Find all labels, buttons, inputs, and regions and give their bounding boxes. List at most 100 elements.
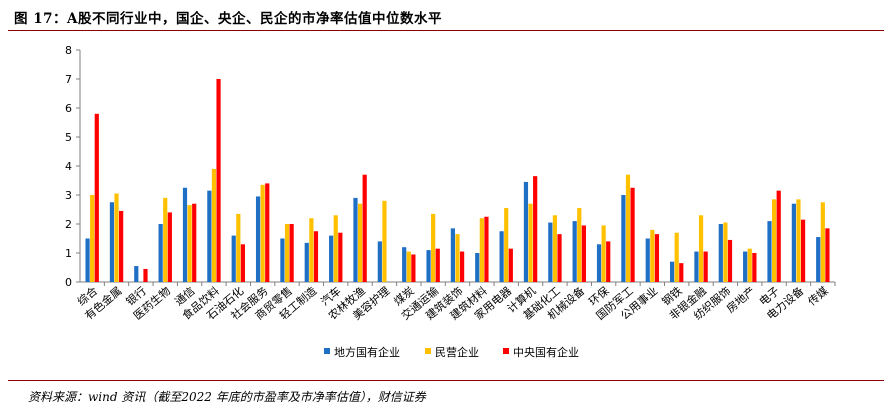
y-tick-label: 1 [65,247,72,260]
bar-地方国有企业-通信 [182,187,188,282]
bar-中央国有企业-基础化工 [557,234,562,282]
bar-中央国有企业-电子 [776,190,781,282]
bar-民营企业-医药生物 [163,197,168,282]
bar-地方国有企业-计算机 [523,181,529,282]
bar-民营企业-轻工制造 [309,218,314,282]
y-tick-label: 7 [65,73,72,86]
bar-地方国有企业-家用电器 [499,231,504,282]
bar-中央国有企业-公用事业 [654,234,660,282]
bar-地方国有企业-建筑装饰 [450,228,455,282]
bar-民营企业-煤炭 [406,251,411,282]
bar-民营企业-通信 [187,205,192,282]
footer-divider [8,380,884,381]
bar-地方国有企业-石油石化 [231,235,236,282]
bar-民营企业-食品饮料 [211,168,217,282]
bar-民营企业-机械设备 [577,208,582,282]
bar-地方国有企业-非银金融 [694,251,699,282]
bar-民营企业-非银金融 [698,215,704,282]
bar-中央国有企业-石油石化 [240,244,246,282]
bar-地方国有企业-建筑材料 [475,253,480,282]
bar-地方国有企业-有色金属 [109,202,115,282]
bar-地方国有企业-钢铁 [669,261,675,282]
legend: 地方国有企业 民营企业 中央国有企业 [324,345,579,359]
y-tick-label: 8 [65,44,72,57]
y-tick-label: 5 [65,131,72,144]
category-label: 传媒 [806,284,831,308]
bar-地方国有企业-银行 [134,266,139,282]
bar-中央国有企业-有色金属 [119,210,124,282]
legend-label: 地方国有企业 [334,345,400,359]
bars-layer [85,79,830,282]
bar-民营企业-汽车 [333,215,338,282]
bar-中央国有企业-煤炭 [411,254,416,282]
bar-中央国有企业-非银金融 [703,251,708,282]
bar-民营企业-纺织服饰 [723,222,728,282]
bar-民营企业-建筑装饰 [455,234,460,282]
bar-中央国有企业-计算机 [533,176,538,282]
bar-民营企业-美容护理 [382,200,387,282]
bar-地方国有企业-公用事业 [645,238,650,282]
bar-地方国有企业-交通运输 [426,250,431,282]
y-tick-label: 6 [65,102,72,115]
bar-民营企业-计算机 [528,203,533,282]
bar-中央国有企业-综合 [94,113,99,282]
bar-中央国有企业-电力设备 [800,219,806,282]
y-tick-label: 2 [65,218,72,231]
bar-地方国有企业-汽车 [329,235,334,282]
bar-中央国有企业-机械设备 [581,225,586,282]
bar-中央国有企业-纺织服饰 [727,239,733,282]
legend-label: 中央国有企业 [513,345,579,359]
bar-地方国有企业-基础化工 [548,222,553,282]
bar-地方国有企业-纺织服饰 [718,224,723,282]
figure-title: 图 17：A股不同行业中，国企、央企、民企的市净率估值中位数水平 [14,11,442,27]
bar-民营企业-钢铁 [674,232,679,282]
bar-民营企业-房地产 [747,248,752,282]
bar-民营企业-电子 [772,199,777,282]
bar-中央国有企业-传媒 [825,228,830,282]
bar-地方国有企业-商贸零售 [280,238,285,282]
legend-swatch [324,348,330,354]
bar-中央国有企业-家用电器 [508,248,513,282]
bar-中央国有企业-农林牧渔 [362,174,367,282]
bar-中央国有企业-通信 [192,203,197,282]
bar-地方国有企业-农林牧渔 [353,197,358,282]
bar-民营企业-农林牧渔 [357,203,363,282]
bar-民营企业-公用事业 [650,229,655,282]
bar-民营企业-传媒 [820,202,825,282]
bar-地方国有企业-医药生物 [158,224,163,282]
bar-民营企业-环保 [601,225,606,282]
bar-中央国有企业-交通运输 [435,248,440,282]
bar-地方国有企业-机械设备 [572,221,577,282]
legend-swatch [503,348,509,354]
bar-中央国有企业-银行 [143,268,148,282]
bar-地方国有企业-电子 [767,221,772,282]
bar-地方国有企业-房地产 [743,251,748,282]
bar-民营企业-综合 [90,195,95,282]
y-tick-label: 4 [65,160,72,173]
bar-民营企业-建筑材料 [479,218,484,282]
bar-地方国有企业-社会服务 [255,196,261,282]
y-tick-label: 0 [65,276,72,289]
bar-地方国有企业-轻工制造 [304,242,309,282]
bar-民营企业-家用电器 [504,208,509,282]
bar-中央国有企业-建筑材料 [484,216,489,282]
bar-民营企业-石油石化 [236,213,241,282]
bar-中央国有企业-商贸零售 [289,224,294,282]
bar-中央国有企业-轻工制造 [313,231,319,282]
bar-中央国有企业-钢铁 [679,263,684,282]
bar-地方国有企业-煤炭 [402,247,407,282]
bar-中央国有企业-房地产 [752,253,757,282]
source-note: 资料来源：wind 资讯（截至2022 年底的市盈率及市净率估值），财信证券 [28,390,426,404]
bar-中央国有企业-医药生物 [167,212,172,282]
bar-民营企业-有色金属 [114,193,119,282]
bar-民营企业-国防军工 [625,174,631,282]
legend-swatch [425,348,431,354]
bar-地方国有企业-食品饮料 [207,190,212,282]
bar-地方国有企业-美容护理 [377,241,382,282]
bar-中央国有企业-建筑装饰 [460,251,465,282]
bar-地方国有企业-国防军工 [621,195,626,282]
bar-中央国有企业-食品饮料 [216,79,221,282]
bar-中央国有企业-环保 [606,241,611,282]
